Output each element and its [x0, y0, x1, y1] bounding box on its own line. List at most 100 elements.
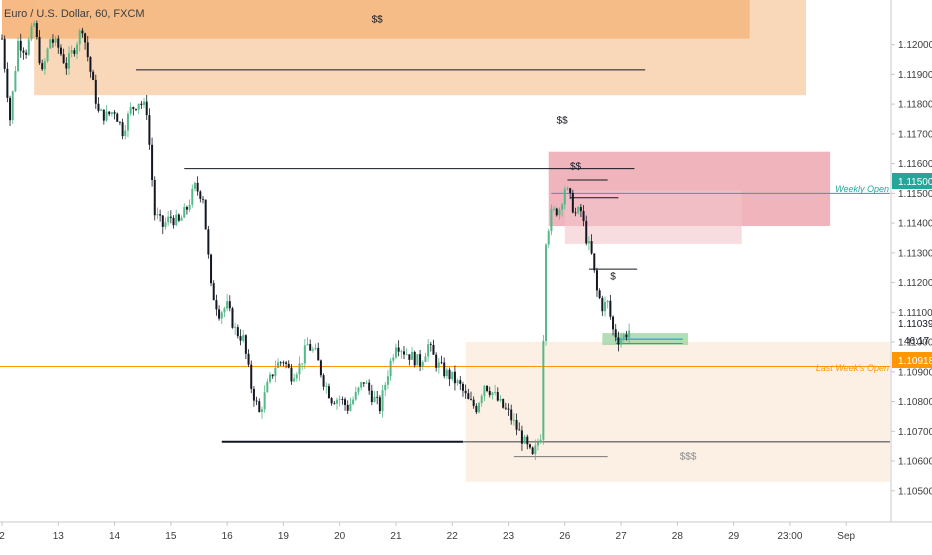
current-price: 1.11039	[898, 319, 932, 330]
candle-body	[448, 369, 451, 380]
candle-body	[499, 399, 502, 401]
candle-body	[392, 357, 395, 361]
candle-body	[121, 122, 124, 137]
candle-body	[373, 396, 376, 403]
time-tick-label: 29	[728, 531, 740, 542]
candle-body	[467, 393, 470, 400]
candle-body	[338, 399, 341, 400]
candle-body	[25, 52, 28, 55]
candle-body	[453, 371, 456, 384]
candle-body	[628, 330, 631, 338]
candle-body	[266, 381, 269, 393]
candle-body	[11, 91, 14, 121]
candle-body	[483, 385, 486, 397]
price-tick-label: 1.11200	[898, 278, 932, 289]
candle-body	[298, 363, 301, 375]
candle-body	[595, 270, 598, 291]
candle-body	[207, 229, 210, 255]
price-tick-label: 1.10500	[898, 486, 932, 497]
candle-body	[451, 371, 454, 380]
candle-body	[247, 353, 250, 365]
candle-body	[260, 409, 263, 412]
candle-body	[287, 363, 290, 368]
candle-body	[210, 254, 213, 284]
candle-body	[435, 354, 438, 368]
candle-body	[137, 103, 140, 110]
candle-body	[360, 382, 363, 388]
candle-body	[17, 40, 20, 71]
candle-body	[135, 108, 137, 110]
candle-body	[244, 335, 247, 354]
time-axis[interactable]: 2 13 14 15 16 19 20 21 22 23 26 27 28 29 23:00 Sep	[0, 522, 856, 542]
candle-body	[255, 400, 258, 402]
candle-body	[617, 337, 620, 345]
candle-body	[277, 362, 280, 368]
candle-body	[27, 39, 30, 55]
candle-body	[424, 356, 427, 363]
candle-body	[196, 182, 199, 192]
candle-body	[526, 436, 529, 445]
candle-body	[429, 344, 432, 345]
candle-body	[445, 369, 448, 377]
candle-body	[566, 188, 569, 190]
candle-body	[314, 347, 317, 350]
price-tick-label: 1.11700	[898, 129, 932, 140]
candle-body	[464, 390, 467, 394]
price-tick-label: 1.11500	[898, 189, 932, 200]
price-tick-label: 1.12000	[898, 40, 932, 51]
candle-body	[437, 362, 440, 368]
candle-body	[472, 399, 475, 406]
time-tick-label: Sep	[837, 531, 855, 542]
price-axis[interactable]: 1.12000 1.11900 1.11800 1.11700 1.11600 1.115…	[891, 40, 932, 497]
time-tick-label: 27	[616, 531, 628, 542]
price-tick-label: 1.10600	[898, 457, 932, 468]
candle-body	[78, 30, 81, 45]
candle-body	[352, 399, 355, 405]
zones-layer	[2, 0, 890, 482]
zone-supply-red-light	[564, 190, 742, 244]
candle-body	[545, 244, 548, 342]
price-tick-label: 1.10900	[898, 367, 932, 378]
candle-body	[3, 38, 6, 69]
candle-body	[295, 374, 298, 379]
candle-body	[330, 398, 333, 404]
candle-body	[325, 386, 328, 388]
candle-body	[223, 308, 226, 313]
candle-body	[282, 362, 285, 364]
candle-body	[306, 344, 309, 346]
candle-body	[132, 107, 135, 109]
candle-body	[143, 101, 146, 105]
candle-body	[49, 39, 52, 49]
candle-body	[365, 382, 368, 384]
candle-body	[54, 38, 57, 43]
candle-body	[389, 360, 392, 377]
annotation-label: $$$	[680, 452, 697, 463]
candle-body	[46, 48, 49, 62]
candle-body	[228, 301, 231, 309]
candle-body	[293, 378, 296, 382]
candle-body	[606, 300, 609, 303]
candle-body	[202, 198, 204, 200]
price-tick-label: 1.11400	[898, 219, 932, 230]
candle-body	[512, 419, 515, 421]
candle-body	[561, 204, 564, 210]
candle-body	[118, 121, 121, 123]
candle-body	[81, 30, 84, 34]
weekly-open-label: Weekly Open	[835, 184, 889, 194]
time-tick-label: 2	[0, 531, 5, 542]
bar-countdown: 46:17	[904, 336, 929, 347]
candle-body	[480, 396, 483, 404]
candle-body	[553, 208, 556, 210]
candle-body	[124, 130, 127, 137]
candle-body	[582, 211, 585, 222]
candle-body	[84, 33, 87, 43]
candle-body	[496, 392, 499, 401]
candle-body	[164, 222, 167, 227]
candle-body	[408, 354, 411, 360]
candle-body	[574, 212, 577, 214]
candle-body	[94, 79, 97, 104]
candle-body	[550, 208, 553, 232]
candle-body	[440, 362, 443, 364]
candle-body	[226, 301, 229, 309]
